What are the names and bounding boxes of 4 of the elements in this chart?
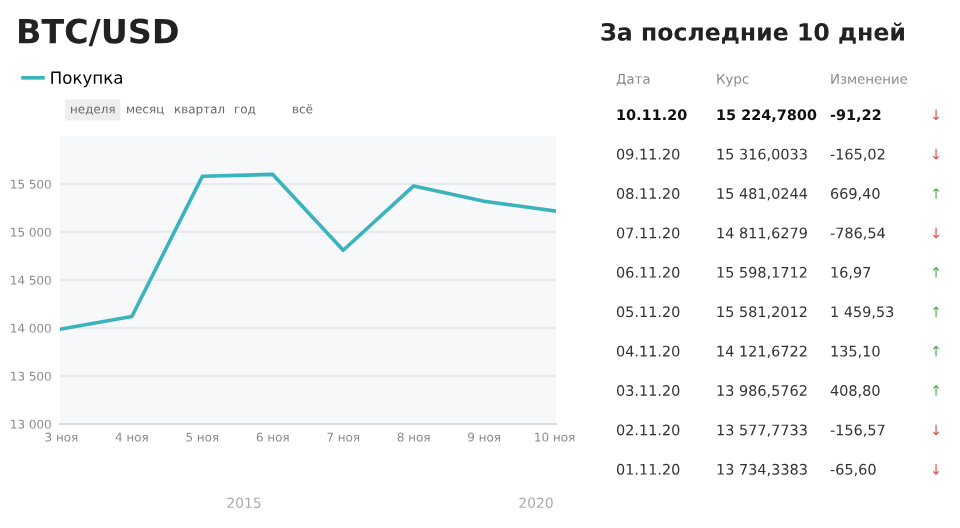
text: За последние 10 дней	[601, 22, 904, 44]
legend-label: Покупка	[51, 71, 122, 88]
chart-title: BTC/USD	[19, 18, 178, 47]
line-series	[60, 172, 556, 331]
